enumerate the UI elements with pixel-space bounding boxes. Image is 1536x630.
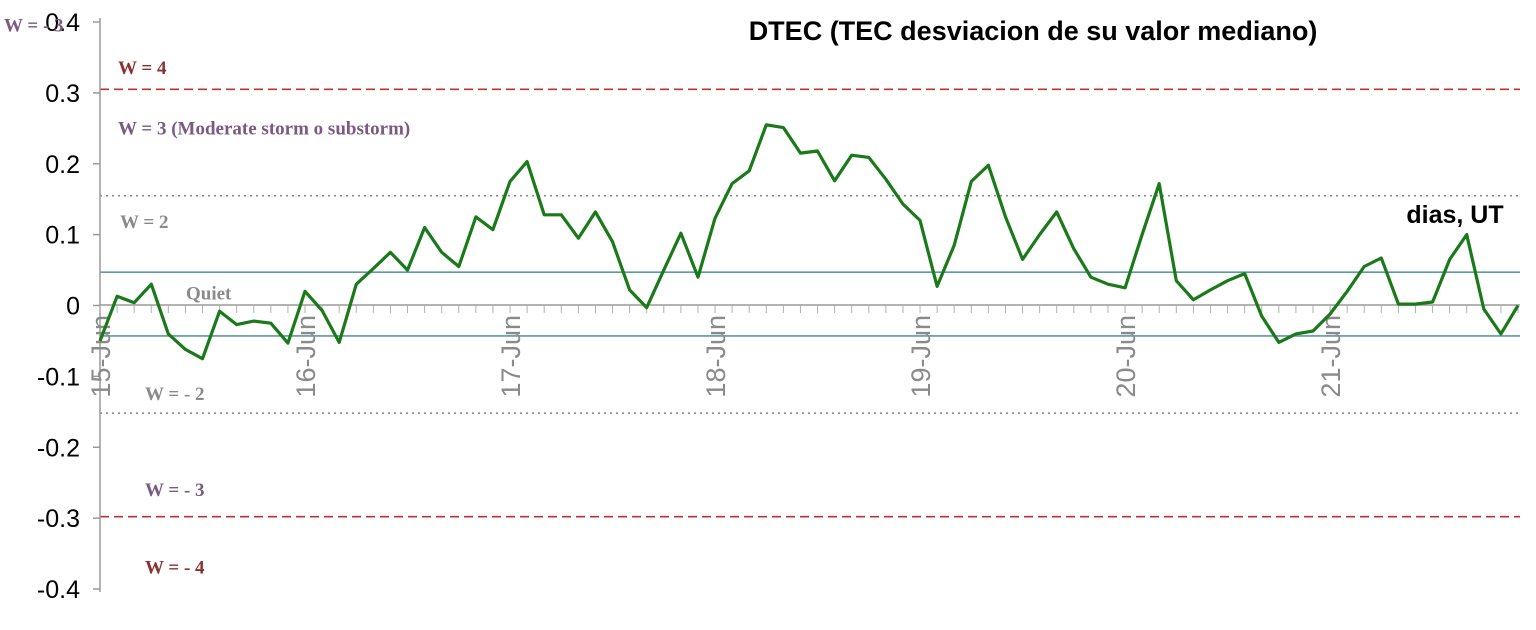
y-tick-label: 0.3 — [45, 80, 80, 108]
zone-annotation: W = - 2 — [145, 384, 205, 405]
y-tick-label: 0.4 — [45, 9, 80, 37]
y-tick-label: -0.2 — [37, 434, 80, 462]
zone-annotation: W = - 3 — [145, 480, 205, 501]
zone-annotation: W = 4 — [118, 58, 167, 79]
x-axis-label: dias, UT — [1406, 201, 1503, 229]
zone-annotation: Quiet — [186, 283, 232, 304]
y-tick-label: -0.4 — [37, 576, 80, 604]
axes — [93, 18, 1520, 592]
series-layer — [98, 123, 1520, 361]
zone-annotation: W = 3 (Moderate storm o substorm) — [118, 118, 410, 139]
y-tick-label: 0.1 — [45, 222, 80, 250]
annotations: W = - 3 W = 4 W = 3 (Moderate storm o subs… — [4, 16, 410, 579]
x-tick-labels: 15-Jun 16-Jun 17-Jun 18-Jun 19-Jun 20-Jun 21-J… — [86, 315, 1346, 398]
y-tick-label: -0.1 — [37, 363, 80, 391]
chart-title: DTEC (TEC desviacion de su valor mediano… — [749, 16, 1318, 46]
series-line — [98, 123, 1520, 361]
zone-annotation: W = - 4 — [145, 558, 205, 579]
x-tick-label: 20-Jun — [1111, 315, 1141, 398]
x-tick-label: 19-Jun — [906, 315, 936, 398]
y-tick-label: -0.3 — [37, 505, 80, 533]
x-tick-label: 21-Jun — [1316, 315, 1346, 398]
y-tick-labels: -0.4 -0.3 -0.2 -0.1 0 0.1 0.2 0.3 0.4 — [37, 9, 80, 604]
x-tick-label: 15-Jun — [86, 315, 116, 398]
x-tick-label: 18-Jun — [701, 315, 731, 398]
x-tick-label: 17-Jun — [496, 315, 526, 398]
x-tick-label: 16-Jun — [291, 315, 321, 398]
zone-annotation: W = 2 — [120, 212, 168, 233]
y-tick-label: 0 — [66, 293, 80, 321]
zone-annotation: W = - 3 — [4, 16, 64, 37]
y-tick-label: 0.2 — [45, 151, 80, 179]
